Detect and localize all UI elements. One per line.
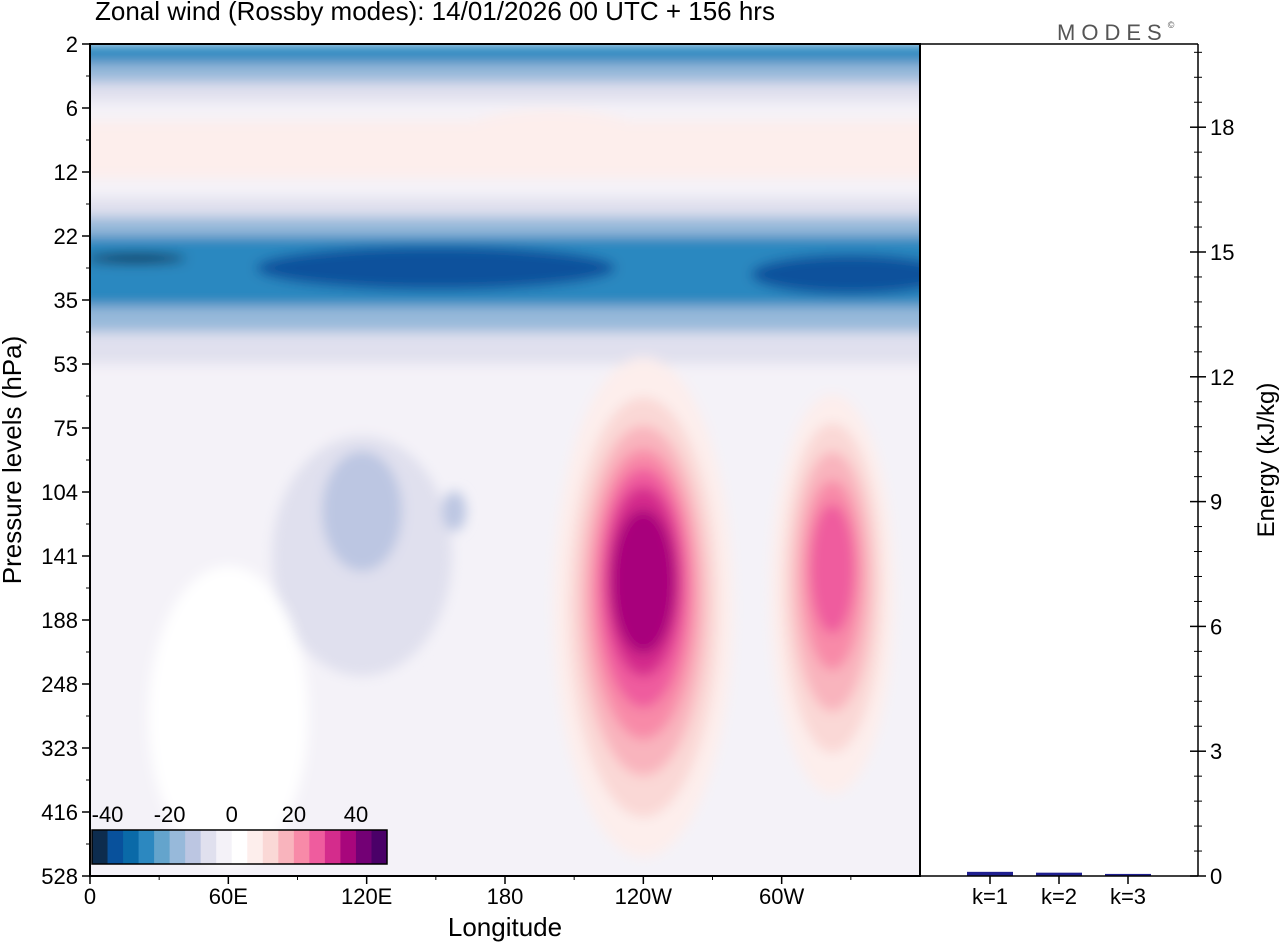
colorbar-swatch-13 [293,830,310,864]
y-tick-label-6: 6 [66,96,78,121]
y-tick-label-323: 323 [41,736,78,761]
energy-category-label-k=2: k=2 [1041,884,1077,909]
energy-tick-label-15: 15 [1210,240,1234,265]
easterly-120e-inner [322,451,403,572]
field-band-10 [90,332,920,364]
energy-bar-k=1 [967,871,1013,876]
colorbar-swatch-3 [138,830,155,864]
y-tick-label-2: 2 [66,32,78,57]
field-band-11 [90,364,920,448]
copyright-mark: © [1167,20,1175,30]
x-tick-label-120E: 120E [341,884,392,909]
field-band-1 [90,63,920,83]
colorbar-swatch-8 [216,830,233,864]
colorbar-swatch-0 [92,830,109,864]
jet-contour-6 [611,509,676,654]
field-shading [90,44,920,866]
y-tick-label-188: 188 [41,608,78,633]
colorbar-swatch-10 [247,830,264,864]
chart-title: Zonal wind (Rossby modes): 14/01/2026 00… [95,0,775,26]
colorbar-label-0: -40 [92,802,124,827]
x-axis-label: Longitude [448,912,562,942]
y-tick-label-416: 416 [41,800,78,825]
energy-bar-k=2 [1036,872,1082,876]
y-tick-label-104: 104 [41,480,78,505]
x-tick-label-180: 180 [487,884,524,909]
colorbar-swatch-14 [309,830,326,864]
wind-field [90,44,920,876]
y-tick-label-53: 53 [54,352,78,377]
colorbar-swatch-5 [169,830,186,864]
field-band-3 [90,101,920,121]
upper-westerly-bulge [451,110,652,170]
colorbar-label-2: 0 [226,802,238,827]
y-tick-label-22: 22 [54,224,78,249]
energy-bars [967,871,1151,876]
x-tick-label-120W: 120W [615,884,673,909]
colorbar-swatch-17 [355,830,372,864]
colorbar-swatch-7 [200,830,217,864]
field-band-0 [90,44,920,64]
energy-tick-label-3: 3 [1210,739,1222,764]
y-axis-label: Pressure levels (hPa) [0,336,27,585]
y-tick-label-75: 75 [54,416,78,441]
energy-tick-label-18: 18 [1210,115,1234,140]
colorbar-swatch-15 [324,830,341,864]
x-tick-label-0: 0 [84,884,96,909]
easterly-160e [442,491,467,532]
colorbar-swatch-18 [371,830,388,864]
stratospheric-core-west [90,253,187,264]
field-band-7 [90,216,920,236]
energy-category-label-k=1: k=1 [972,884,1008,909]
colorbar-swatch-4 [154,830,171,864]
energy-tick-label-12: 12 [1210,365,1234,390]
stratospheric-core-east [750,254,920,295]
y-tick-label-35: 35 [54,288,78,313]
energy-axis-label: Energy (kJ/kg) [1253,383,1280,538]
y-tick-label-528: 528 [41,864,78,889]
modes-logo: MODES© [1057,20,1174,46]
stratospheric-core-center [255,246,616,290]
colorbar: -40 -20 0 20 40 [91,802,388,865]
colorbar-swatch-1 [107,830,124,864]
field-band-6 [90,197,920,217]
y-tick-label-248: 248 [41,672,78,697]
colorbar-label-1: -20 [154,802,186,827]
field-band-2 [90,82,920,102]
colorbar-swatch-12 [278,830,295,864]
colorbar-label-4: 40 [344,802,368,827]
y-tick-label-141: 141 [41,544,78,569]
jet-contour-12 [148,566,309,866]
energy-category-label-k=3: k=3 [1110,884,1146,909]
colorbar-swatch-11 [262,830,279,864]
energy-bar-k=3 [1105,873,1151,876]
field-band-9 [90,306,920,332]
logo-text: MODES [1057,20,1168,45]
x-tick-label-60W: 60W [759,884,804,909]
colorbar-label-3: 20 [282,802,306,827]
colorbar-swatch-6 [185,830,202,864]
colorbar-swatch-2 [123,830,140,864]
jet-contour-11 [810,503,855,634]
field-band-5 [90,178,920,198]
energy-tick-label-0: 0 [1210,864,1222,889]
colorbar-swatch-16 [340,830,357,864]
x-tick-label-60E: 60E [209,884,248,909]
y-tick-label-12: 12 [54,160,78,185]
colorbar-swatch-9 [231,830,248,864]
colorbar-frame [91,829,388,865]
energy-tick-label-9: 9 [1210,490,1222,515]
energy-tick-label-6: 6 [1210,614,1222,639]
